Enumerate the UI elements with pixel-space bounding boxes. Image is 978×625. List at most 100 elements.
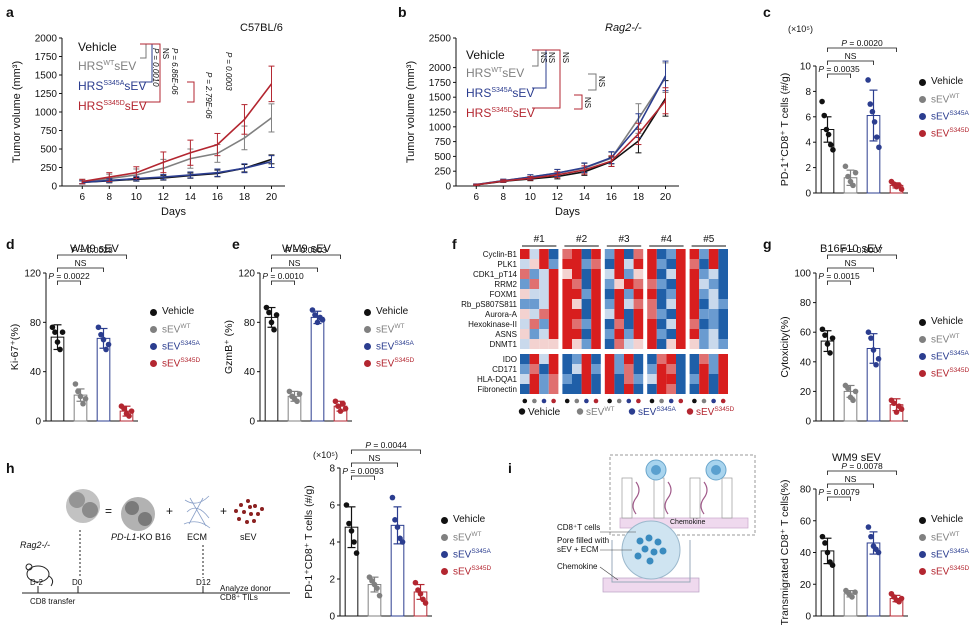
x-tick-label: 10 <box>131 192 143 203</box>
heatmap-cell <box>666 309 676 319</box>
legend-wt-a: HRSWTsEV <box>78 59 137 73</box>
data-point <box>335 403 341 410</box>
x-tick-label: 20 <box>266 192 278 203</box>
heatmap-cell <box>539 259 549 269</box>
heatmap-cell <box>676 309 686 319</box>
y-tick-label: 4 <box>329 538 335 549</box>
heatmap-cell <box>581 384 592 394</box>
heatmap-cell <box>676 279 686 289</box>
chart-title-e: WM9 sEV <box>282 243 331 255</box>
heatmap-cell <box>562 319 572 329</box>
heatmap-cell <box>614 259 624 269</box>
heatmap-cell <box>548 259 559 269</box>
legend-label: sEVS345A <box>931 110 969 123</box>
x-tick-label: 12 <box>158 192 170 203</box>
heatmap-cell <box>614 354 624 364</box>
y-tick-label: 6 <box>805 112 811 123</box>
heatmap-cell <box>572 319 582 329</box>
stat-label: P = 6.86E-06 <box>170 48 179 95</box>
heatmap-cell <box>539 339 549 349</box>
data-point <box>343 502 350 508</box>
y-tick-label: 10 <box>800 62 812 73</box>
heatmap-cell <box>708 249 719 259</box>
data-point <box>59 329 66 336</box>
heatmap-cell <box>656 329 667 339</box>
y-tick-label: 2 <box>329 575 335 586</box>
heatmap-cell <box>581 289 592 299</box>
heatmap-cell <box>689 279 700 289</box>
heatmap-cell <box>689 249 700 259</box>
data-point <box>266 309 272 316</box>
heatmap-group-dot <box>720 398 726 404</box>
heatmap-cell <box>718 354 728 364</box>
heatmap-cell <box>581 329 592 339</box>
stat-bracket <box>827 483 874 488</box>
y-tick-label: 6 <box>329 501 335 512</box>
x-tick-label: 18 <box>239 192 251 203</box>
heatmap-cell <box>718 289 728 299</box>
legend-label: sEVWT <box>931 333 960 346</box>
heatmap-cell <box>529 249 540 259</box>
y-tick-label: 0 <box>249 417 255 428</box>
heatmap-cell <box>520 354 530 364</box>
heatmap-cell <box>699 299 709 309</box>
panel-letter-d: d <box>6 236 15 252</box>
panel-letter-b: b <box>398 4 407 20</box>
data-point <box>893 409 900 415</box>
heatmap-cell <box>562 269 572 279</box>
y-axis-label: Tumor volume (mm³) <box>405 61 417 163</box>
replicate-label: #5 <box>703 234 715 245</box>
y-tick-label: 60 <box>800 516 812 527</box>
heatmap-cell <box>689 269 700 279</box>
heatmap-cell <box>689 384 700 394</box>
legend-label: sEVS345D <box>931 367 970 380</box>
heatmap-cell <box>624 354 634 364</box>
stat-bracket <box>827 267 874 272</box>
data-point <box>351 539 357 545</box>
heatmap-cell <box>604 374 615 384</box>
data-point <box>54 339 61 345</box>
heatmap-cell <box>656 299 667 309</box>
heatmap-cell <box>572 329 582 339</box>
heatmap-cell <box>539 354 549 364</box>
series-line-HRSS345AsEV <box>82 160 272 184</box>
heatmap-cell <box>591 374 601 384</box>
legend-label: Vehicle <box>376 306 409 317</box>
legend-label: Vehicle <box>162 306 195 317</box>
heatmap-group-dot <box>711 398 716 404</box>
data-point <box>319 317 326 323</box>
y-tick-label: 2 <box>805 163 811 174</box>
heatmap-cell <box>529 289 540 299</box>
heatmap-cell <box>572 269 582 279</box>
heatmap-cell <box>539 319 549 329</box>
y-tick-label: 0 <box>51 182 57 193</box>
heatmap-group-dot <box>607 398 612 404</box>
data-point <box>865 77 871 83</box>
legend-label: sEVWT <box>162 323 191 336</box>
heatmap-cell <box>548 289 559 299</box>
legend-s345d-a: HRSS345DsEV <box>78 99 147 113</box>
y-tick-label: 750 <box>434 137 451 148</box>
heatmap-row-label: FOXM1 <box>489 290 517 299</box>
heatmap-cell <box>562 299 572 309</box>
legend-dot <box>576 408 584 415</box>
heatmap-cell <box>520 309 530 319</box>
legend-dot <box>150 360 157 367</box>
heatmap-cell <box>581 364 592 374</box>
heatmap-cell <box>633 319 644 329</box>
heatmap-cell <box>699 279 709 289</box>
y-tick-label: 1000 <box>35 108 58 119</box>
heatmap-cell <box>581 354 592 364</box>
stat-label: NS <box>845 258 857 268</box>
chart-title-i: WM9 sEV <box>832 452 881 464</box>
data-point <box>823 126 830 133</box>
heatmap-cell <box>656 384 667 394</box>
x-tick-label: 14 <box>185 192 197 203</box>
y-tick-label: 2000 <box>35 34 58 45</box>
x-axis-label: Days <box>555 206 581 218</box>
heatmap-cell <box>708 269 719 279</box>
heatmap-cell <box>647 279 657 289</box>
schematic-h-ko-label: PD-L1-KO B16 <box>111 532 172 542</box>
heatmap-cell <box>699 374 709 384</box>
